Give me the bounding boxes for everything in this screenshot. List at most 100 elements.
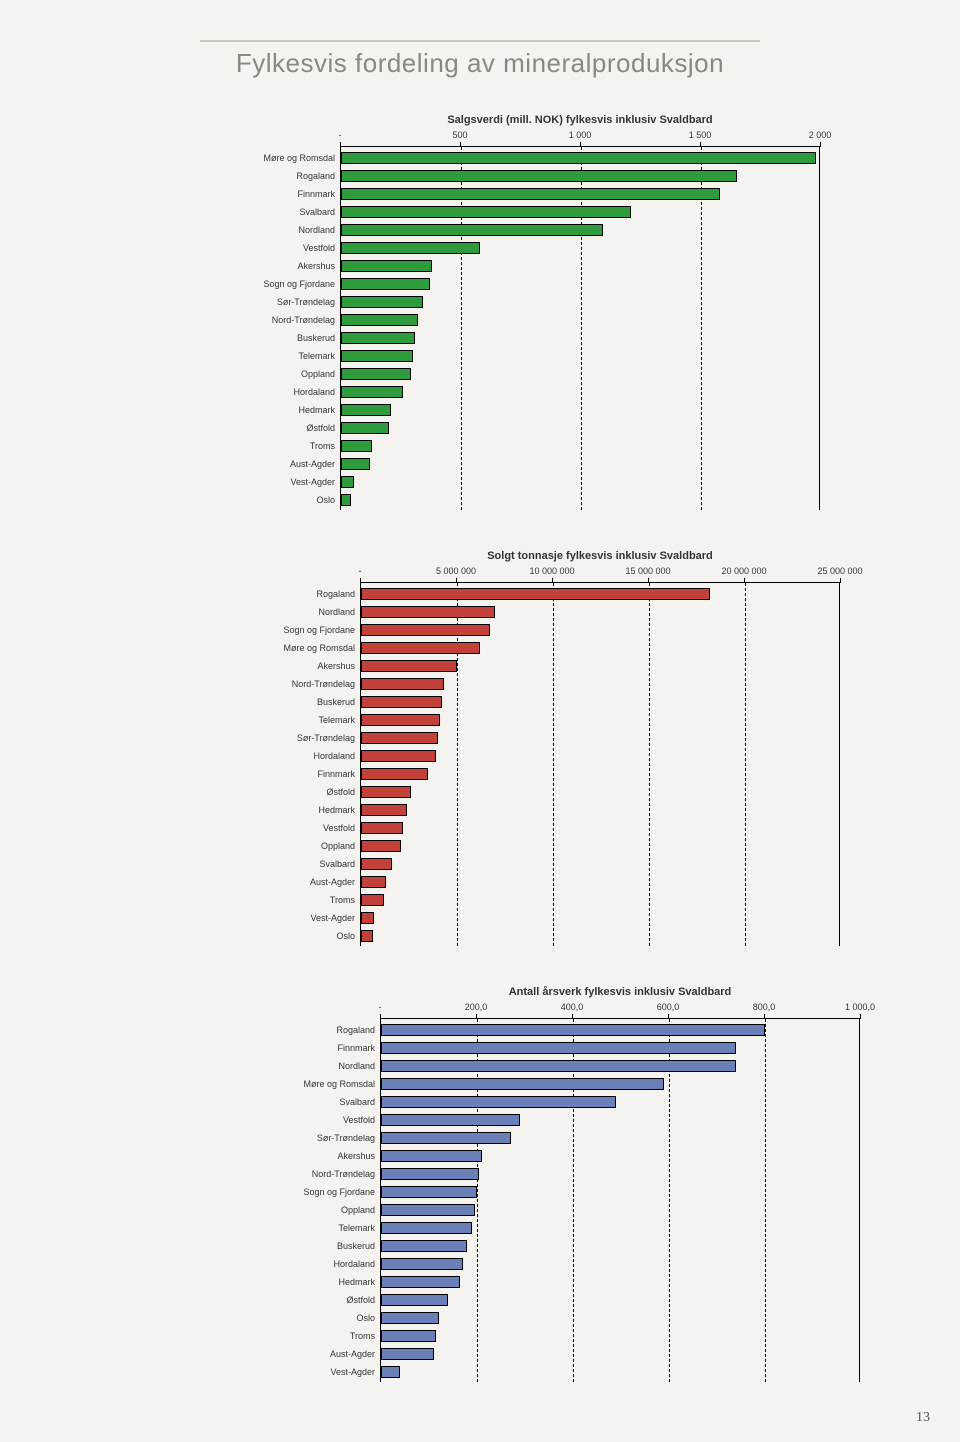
category-label: Aust-Agder	[215, 877, 361, 887]
bar-row: Oppland	[341, 365, 819, 383]
category-label: Troms	[195, 441, 341, 451]
category-label: Vestfold	[235, 1115, 381, 1125]
bar	[341, 242, 480, 254]
bar	[381, 1330, 436, 1342]
bar-row: Hedmark	[381, 1273, 859, 1291]
bar-row: Vestfold	[381, 1111, 859, 1129]
category-label: Møre og Romsdal	[235, 1079, 381, 1089]
bar	[361, 930, 373, 942]
page: Fylkesvis fordeling av mineralproduksjon…	[0, 0, 960, 1442]
bar	[381, 1222, 472, 1234]
category-label: Nordland	[235, 1061, 381, 1071]
category-label: Akershus	[235, 1151, 381, 1161]
bar	[341, 440, 372, 452]
x-axis: -200,0400,0600,0800,01 000,0	[380, 1002, 860, 1018]
bar	[341, 404, 391, 416]
category-label: Rogaland	[235, 1025, 381, 1035]
axis-tick-label: 25 000 000	[817, 566, 862, 576]
category-label: Telemark	[195, 351, 341, 361]
category-label: Buskerud	[195, 333, 341, 343]
category-label: Aust-Agder	[195, 459, 341, 469]
bar-row: Nord-Trøndelag	[361, 675, 839, 693]
bar	[381, 1366, 400, 1378]
bar	[361, 804, 407, 816]
axis-tick-label: 15 000 000	[625, 566, 670, 576]
bar-row: Hedmark	[361, 801, 839, 819]
category-label: Oslo	[195, 495, 341, 505]
bar	[381, 1204, 475, 1216]
category-label: Hedmark	[195, 405, 341, 415]
bar-row: Oppland	[361, 837, 839, 855]
chart-0: Salgsverdi (mill. NOK) fylkesvis inklusi…	[200, 114, 820, 510]
category-label: Oslo	[215, 931, 361, 941]
bar	[341, 368, 411, 380]
category-label: Oppland	[195, 369, 341, 379]
bar	[361, 786, 411, 798]
bar	[341, 476, 354, 488]
plot-area: Møre og RomsdalRogalandFinnmarkSvalbardN…	[340, 146, 820, 510]
bar-row: Hedmark	[341, 401, 819, 419]
bar-row: Nord-Trøndelag	[341, 311, 819, 329]
bar-row: Sogn og Fjordane	[361, 621, 839, 639]
category-label: Nord-Trøndelag	[235, 1169, 381, 1179]
bar	[341, 278, 430, 290]
bar	[361, 642, 480, 654]
bar	[381, 1024, 765, 1036]
bar	[361, 678, 444, 690]
bar	[381, 1276, 460, 1288]
bar-row: Akershus	[361, 657, 839, 675]
bar-row: Vest-Agder	[381, 1363, 859, 1381]
bar	[381, 1150, 482, 1162]
bar	[381, 1042, 736, 1054]
bar	[381, 1168, 479, 1180]
bar-row: Hordaland	[361, 747, 839, 765]
chart-title: Solgt tonnasje fylkesvis inklusiv Svaldb…	[360, 550, 840, 562]
bar-row: Svalbard	[381, 1093, 859, 1111]
bar	[341, 188, 720, 200]
axis-tick-label: -	[359, 566, 362, 576]
plot-area: RogalandFinnmarkNordlandMøre og RomsdalS…	[380, 1018, 860, 1382]
bar	[361, 606, 495, 618]
bar	[361, 822, 403, 834]
chart-2: Antall årsverk fylkesvis inklusiv Svaldb…	[240, 986, 860, 1382]
category-label: Svalbard	[215, 859, 361, 869]
bar-row: Svalbard	[361, 855, 839, 873]
bar	[361, 624, 490, 636]
bar	[381, 1096, 616, 1108]
bar-row: Rogaland	[341, 167, 819, 185]
bar-row: Hordaland	[381, 1255, 859, 1273]
category-label: Rogaland	[215, 589, 361, 599]
bar	[381, 1186, 477, 1198]
axis-tick	[840, 578, 841, 583]
category-label: Sør-Trøndelag	[195, 297, 341, 307]
title-rule	[200, 40, 760, 42]
bar	[361, 714, 440, 726]
bar-row: Aust-Agder	[381, 1345, 859, 1363]
category-label: Buskerud	[215, 697, 361, 707]
bar-row: Sogn og Fjordane	[381, 1183, 859, 1201]
bar	[341, 260, 432, 272]
category-label: Sør-Trøndelag	[235, 1133, 381, 1143]
category-label: Telemark	[235, 1223, 381, 1233]
axis-tick-label: 20 000 000	[721, 566, 766, 576]
bar-row: Svalbard	[341, 203, 819, 221]
category-label: Nordland	[215, 607, 361, 617]
bar-row: Oslo	[381, 1309, 859, 1327]
bar	[361, 588, 710, 600]
bar	[381, 1348, 434, 1360]
bar	[341, 332, 415, 344]
chart-title: Salgsverdi (mill. NOK) fylkesvis inklusi…	[340, 114, 820, 126]
axis-tick-label: 1 500	[689, 130, 712, 140]
bar-row: Telemark	[361, 711, 839, 729]
bar-row: Møre og Romsdal	[381, 1075, 859, 1093]
bar	[381, 1132, 511, 1144]
bar-row: Oslo	[341, 491, 819, 509]
axis-tick-label: -	[379, 1002, 382, 1012]
category-label: Vest-Agder	[235, 1367, 381, 1377]
category-label: Sør-Trøndelag	[215, 733, 361, 743]
bar-row: Aust-Agder	[341, 455, 819, 473]
bar-row: Buskerud	[361, 693, 839, 711]
axis-tick-label: 500	[452, 130, 467, 140]
category-label: Akershus	[195, 261, 341, 271]
bar-row: Finnmark	[381, 1039, 859, 1057]
